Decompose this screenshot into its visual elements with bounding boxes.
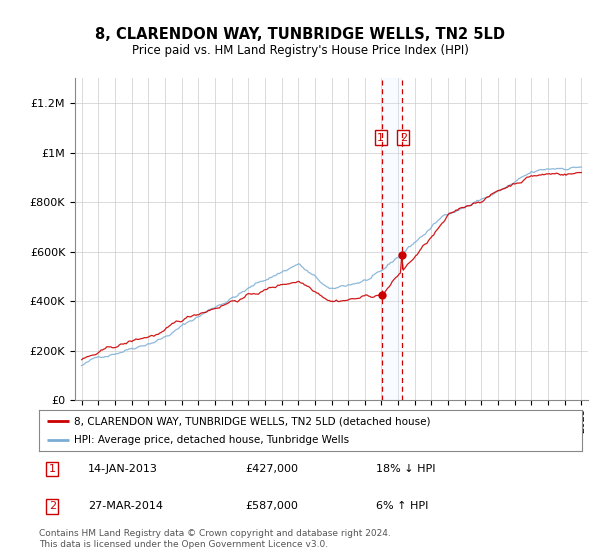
Text: £587,000: £587,000 xyxy=(245,501,298,511)
Bar xyxy=(382,78,402,400)
Text: £427,000: £427,000 xyxy=(245,464,298,474)
Text: Contains HM Land Registry data © Crown copyright and database right 2024.
This d: Contains HM Land Registry data © Crown c… xyxy=(39,529,391,549)
Text: 14-JAN-2013: 14-JAN-2013 xyxy=(88,464,158,474)
Text: 8, CLARENDON WAY, TUNBRIDGE WELLS, TN2 5LD (detached house): 8, CLARENDON WAY, TUNBRIDGE WELLS, TN2 5… xyxy=(74,417,431,426)
Text: 1: 1 xyxy=(377,133,385,143)
Text: HPI: Average price, detached house, Tunbridge Wells: HPI: Average price, detached house, Tunb… xyxy=(74,435,349,445)
Text: 27-MAR-2014: 27-MAR-2014 xyxy=(88,501,163,511)
Text: 18% ↓ HPI: 18% ↓ HPI xyxy=(376,464,435,474)
Text: 2: 2 xyxy=(49,501,56,511)
Text: Price paid vs. HM Land Registry's House Price Index (HPI): Price paid vs. HM Land Registry's House … xyxy=(131,44,469,57)
Text: 2: 2 xyxy=(400,133,407,143)
Text: 6% ↑ HPI: 6% ↑ HPI xyxy=(376,501,428,511)
Text: 8, CLARENDON WAY, TUNBRIDGE WELLS, TN2 5LD: 8, CLARENDON WAY, TUNBRIDGE WELLS, TN2 5… xyxy=(95,27,505,42)
Text: 1: 1 xyxy=(49,464,56,474)
